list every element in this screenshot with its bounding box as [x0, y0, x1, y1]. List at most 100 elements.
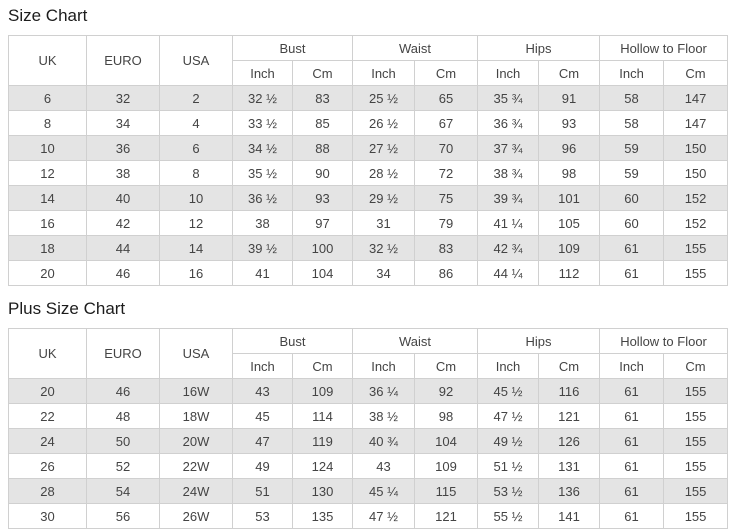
table-cell: 49 ½ [477, 428, 540, 454]
subheader-bust-cm: Cm [291, 353, 354, 379]
table-cell: 136 [538, 478, 601, 504]
table-cell: 42 ¾ [477, 235, 540, 261]
table-cell: 96 [538, 135, 601, 161]
group-header-waist: Waist [352, 35, 479, 61]
table-cell: 155 [663, 260, 729, 286]
table-cell: 48 [86, 403, 160, 429]
subheader-waist-inch: Inch [352, 353, 416, 379]
table-cell: 25 ½ [352, 85, 416, 111]
table-row: 20 46 16 41 104 34 86 44 ¼ 112 61 155 [8, 260, 729, 286]
table-cell: 155 [663, 478, 729, 504]
table-cell: 18W [159, 403, 233, 429]
table-cell: 90 [291, 160, 354, 186]
table-cell: 51 [232, 478, 293, 504]
table-cell: 155 [663, 503, 729, 529]
plus-size-chart-section: Plus Size Chart UK EURO USA Bust Waist Hips Ho… [8, 299, 729, 529]
table-cell: 32 ½ [232, 85, 293, 111]
table-cell: 50 [86, 428, 160, 454]
table-cell: 38 ½ [352, 403, 416, 429]
table-row: 10 36 6 34 ½ 88 27 ½ 70 37 ¾ 96 59 150 [8, 135, 729, 161]
table-cell: 152 [663, 210, 729, 236]
size-chart-table-header: UK EURO USA Bust Waist Hips Hollow to Floor Inc… [8, 35, 729, 86]
table-cell: 34 [86, 110, 160, 136]
table-cell: 53 [232, 503, 293, 529]
table-cell: 61 [599, 260, 665, 286]
group-header-hips: Hips [477, 35, 601, 61]
table-cell: 16W [159, 378, 233, 404]
table-cell: 36 ¼ [352, 378, 416, 404]
table-cell: 35 ½ [232, 160, 293, 186]
table-cell: 61 [599, 378, 665, 404]
table-cell: 61 [599, 235, 665, 261]
header-cell-usa: USA [159, 35, 233, 86]
table-cell: 53 ½ [477, 478, 540, 504]
table-cell: 4 [159, 110, 233, 136]
group-header-hips: Hips [477, 328, 601, 354]
table-cell: 43 [352, 453, 416, 479]
table-cell: 119 [291, 428, 354, 454]
table-cell: 135 [291, 503, 354, 529]
table-cell: 126 [538, 428, 601, 454]
table-cell: 8 [159, 160, 233, 186]
table-cell: 116 [538, 378, 601, 404]
table-cell: 26 [8, 453, 87, 479]
table-cell: 24W [159, 478, 233, 504]
table-cell: 20W [159, 428, 233, 454]
table-cell: 61 [599, 453, 665, 479]
table-row: 28 54 24W 51 130 45 ¼ 115 53 ½ 136 61 155 [8, 478, 729, 504]
table-cell: 22W [159, 453, 233, 479]
table-cell: 14 [8, 185, 87, 211]
table-row: 30 56 26W 53 135 47 ½ 121 55 ½ 141 61 155 [8, 503, 729, 529]
table-cell: 28 ½ [352, 160, 416, 186]
subheader-hollow-to-floor-inch: Inch [599, 60, 665, 86]
table-cell: 32 [86, 85, 160, 111]
table-cell: 59 [599, 160, 665, 186]
table-cell: 51 ½ [477, 453, 540, 479]
table-cell: 155 [663, 235, 729, 261]
table-cell: 12 [159, 210, 233, 236]
table-cell: 41 ¼ [477, 210, 540, 236]
size-chart-section: Size Chart UK EURO USA Bust Waist Hips Hollow … [8, 6, 729, 286]
subheader-hollow-to-floor-cm: Cm [663, 60, 729, 86]
table-cell: 130 [291, 478, 354, 504]
group-header-bust: Bust [231, 35, 354, 61]
table-cell: 39 ½ [232, 235, 293, 261]
table-cell: 150 [663, 135, 729, 161]
plus-size-chart-title: Plus Size Chart [8, 299, 126, 318]
subheader-bust-inch: Inch [232, 353, 293, 379]
table-cell: 12 [8, 160, 87, 186]
table-cell: 40 ¾ [352, 428, 416, 454]
subheader-waist-inch: Inch [352, 60, 416, 86]
table-cell: 58 [599, 110, 665, 136]
group-header-hollow-to-floor: Hollow to Floor [599, 35, 729, 61]
group-header-hollow-to-floor: Hollow to Floor [599, 328, 729, 354]
table-cell: 47 [232, 428, 293, 454]
subheader-hollow-to-floor-inch: Inch [599, 353, 665, 379]
table-cell: 40 [86, 185, 160, 211]
table-cell: 93 [291, 185, 354, 211]
table-cell: 36 ½ [232, 185, 293, 211]
table-cell: 55 ½ [477, 503, 540, 529]
table-cell: 58 [599, 85, 665, 111]
table-cell: 2 [159, 85, 233, 111]
table-cell: 147 [663, 110, 729, 136]
subheader-bust-cm: Cm [291, 60, 354, 86]
table-row: 6 32 2 32 ½ 83 25 ½ 65 35 ¾ 91 58 147 [8, 85, 729, 111]
table-cell: 35 ¾ [477, 85, 540, 111]
table-cell: 38 [232, 210, 293, 236]
table-cell: 121 [538, 403, 601, 429]
table-cell: 60 [599, 210, 665, 236]
table-cell: 60 [599, 185, 665, 211]
table-row: 18 44 14 39 ½ 100 32 ½ 83 42 ¾ 109 61 155 [8, 235, 729, 261]
table-cell: 22 [8, 403, 87, 429]
table-cell: 109 [414, 453, 479, 479]
table-cell: 155 [663, 428, 729, 454]
table-cell: 75 [414, 185, 479, 211]
subheader-bust-inch: Inch [232, 60, 293, 86]
table-cell: 20 [8, 260, 87, 286]
table-cell: 92 [414, 378, 479, 404]
table-cell: 112 [538, 260, 601, 286]
plus-size-chart-table-header: UK EURO USA Bust Waist Hips Hollow to Floor Inc… [8, 328, 729, 379]
table-cell: 61 [599, 428, 665, 454]
table-cell: 114 [291, 403, 354, 429]
